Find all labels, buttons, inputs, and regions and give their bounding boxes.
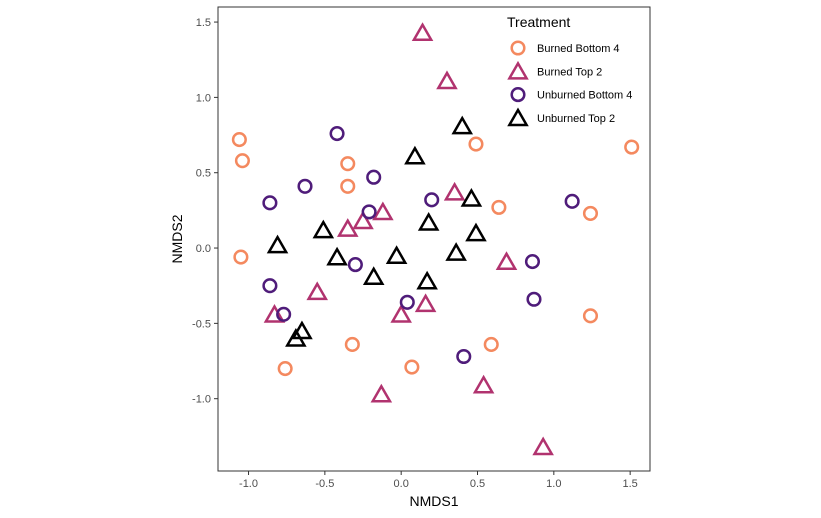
point-burned-top-2 [411, 22, 434, 41]
point-burned-top-2 [443, 181, 466, 201]
point-unburned-bottom-4 [424, 192, 440, 208]
point-unburned-top-2 [451, 115, 474, 135]
x-axis-title: NMDS1 [409, 493, 458, 509]
point-unburned-bottom-4 [262, 195, 278, 211]
point-unburned-top-2 [465, 222, 487, 242]
x-tick-label: 0.0 [394, 478, 409, 490]
point-burned-bottom-4 [582, 308, 599, 324]
x-tick-label: -1.0 [239, 478, 258, 490]
point-burned-top-2 [370, 383, 393, 403]
point-burned-bottom-4 [234, 153, 250, 169]
x-tick-label: 1.5 [623, 478, 638, 490]
point-burned-bottom-4 [582, 205, 599, 221]
point-unburned-top-2 [326, 246, 348, 266]
point-burned-top-2 [372, 201, 394, 221]
y-tick-label: 0.5 [196, 168, 211, 180]
y-axis-title: NMDS2 [169, 214, 185, 263]
legend: Treatment Burned Bottom 4 Burned Top 2 Unb… [507, 14, 632, 127]
point-burned-top-2 [495, 251, 518, 270]
legend-label-burned-top-2: Burned Top 2 [537, 66, 602, 78]
point-unburned-top-2 [416, 270, 438, 290]
point-unburned-bottom-4 [347, 257, 363, 273]
point-burned-bottom-4 [404, 359, 420, 375]
point-burned-bottom-4 [340, 178, 356, 194]
x-axis-ticks: -1.0 -0.5 0.0 0.5 1.0 1.5 [239, 471, 638, 490]
point-burned-top-2 [263, 303, 286, 323]
point-burned-bottom-4 [340, 156, 356, 172]
point-unburned-top-2 [285, 328, 307, 347]
point-burned-bottom-4 [624, 139, 640, 155]
point-unburned-bottom-4 [564, 193, 580, 209]
point-unburned-top-2 [266, 234, 289, 254]
legend-label-unburned-top-2: Unburned Top 2 [537, 113, 615, 125]
point-burned-top-2 [306, 281, 329, 301]
point-unburned-top-2 [445, 242, 467, 261]
point-unburned-bottom-4 [297, 178, 313, 194]
point-unburned-bottom-4 [366, 169, 382, 185]
legend-key-burned-top-2 [507, 60, 529, 80]
point-unburned-top-2 [385, 245, 408, 264]
point-unburned-bottom-4 [262, 278, 278, 294]
point-unburned-bottom-4 [361, 204, 377, 220]
point-unburned-top-2 [291, 320, 313, 340]
legend-label-unburned-bottom-4: Unburned Bottom 4 [537, 90, 632, 102]
point-unburned-top-2 [404, 145, 426, 165]
point-burned-top-2 [414, 293, 437, 313]
point-burned-bottom-4 [344, 336, 360, 353]
legend-title: Treatment [507, 14, 570, 30]
data-points [231, 22, 640, 456]
y-tick-label: -1.0 [192, 394, 211, 406]
legend-key-unburned-bottom-4 [510, 87, 526, 103]
point-unburned-bottom-4 [524, 254, 541, 270]
point-burned-top-2 [390, 303, 412, 323]
y-tick-label: 1.5 [196, 17, 211, 29]
legend-key-burned-bottom-4 [510, 40, 526, 56]
point-unburned-top-2 [417, 212, 440, 231]
point-unburned-top-2 [312, 219, 335, 239]
point-unburned-bottom-4 [456, 348, 472, 365]
point-burned-bottom-4 [231, 132, 247, 148]
point-burned-bottom-4 [483, 336, 499, 353]
y-tick-label: 1.0 [196, 92, 211, 104]
point-unburned-bottom-4 [526, 291, 542, 307]
point-burned-bottom-4 [277, 361, 293, 377]
point-burned-top-2 [532, 436, 554, 456]
legend-key-unburned-top-2 [507, 107, 529, 127]
point-unburned-top-2 [362, 266, 385, 286]
y-tick-label: -0.5 [192, 318, 211, 330]
x-tick-label: -0.5 [315, 478, 334, 490]
point-burned-top-2 [336, 218, 359, 237]
point-burned-top-2 [472, 374, 495, 394]
point-burned-bottom-4 [233, 249, 249, 265]
point-burned-bottom-4 [491, 199, 507, 215]
point-unburned-bottom-4 [329, 125, 345, 142]
y-axis-ticks: -1.0 -0.5 0.0 0.5 1.0 1.5 [192, 17, 218, 406]
plot-panel [217, 6, 651, 472]
legend-label-burned-bottom-4: Burned Bottom 4 [537, 43, 620, 55]
point-unburned-bottom-4 [276, 306, 292, 322]
point-burned-bottom-4 [468, 136, 484, 152]
point-burned-top-2 [436, 70, 458, 90]
point-unburned-top-2 [460, 187, 483, 207]
x-tick-label: 0.5 [470, 478, 485, 490]
y-tick-label: 0.0 [196, 243, 211, 255]
x-tick-label: 1.0 [546, 478, 561, 490]
point-unburned-bottom-4 [399, 294, 415, 310]
point-burned-top-2 [352, 210, 374, 230]
